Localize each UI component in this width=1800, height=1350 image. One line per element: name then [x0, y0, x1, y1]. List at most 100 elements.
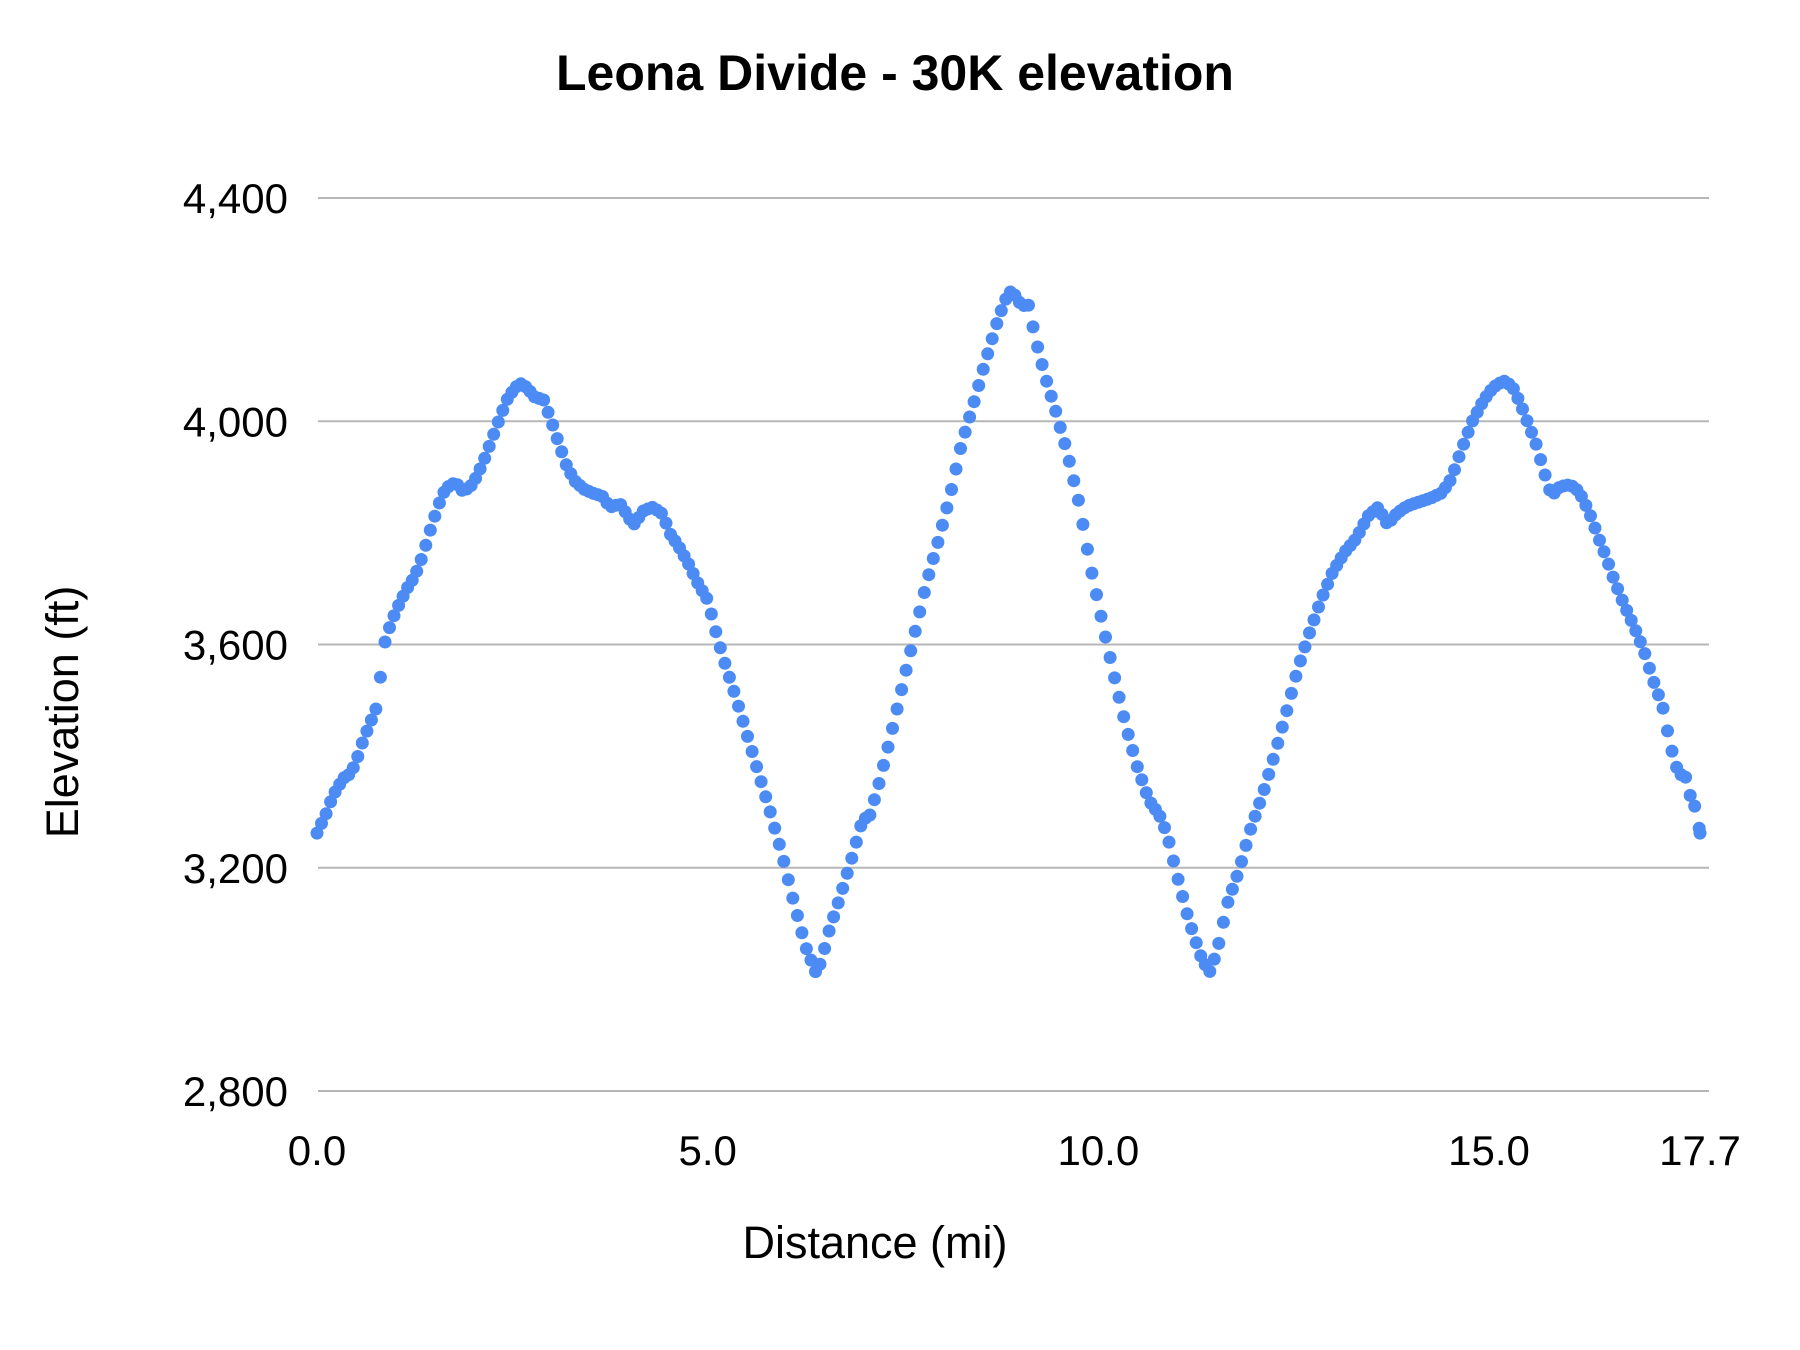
data-point[interactable] — [818, 942, 832, 955]
data-point[interactable] — [904, 644, 918, 658]
data-point[interactable] — [1651, 688, 1665, 702]
data-point[interactable] — [863, 808, 877, 822]
data-point[interactable] — [781, 873, 795, 887]
data-point[interactable] — [1588, 521, 1602, 535]
data-point[interactable] — [541, 405, 555, 419]
data-point[interactable] — [1203, 964, 1217, 978]
data-point[interactable] — [840, 866, 854, 880]
data-point[interactable] — [940, 501, 954, 515]
data-point[interactable] — [1293, 654, 1307, 668]
data-point[interactable] — [1026, 320, 1040, 334]
data-point[interactable] — [963, 410, 977, 424]
data-point[interactable] — [1506, 382, 1520, 396]
data-point[interactable] — [1230, 869, 1244, 883]
data-point[interactable] — [1511, 391, 1525, 405]
data-point[interactable] — [1248, 809, 1262, 823]
data-point[interactable] — [709, 625, 723, 639]
data-point[interactable] — [546, 418, 560, 432]
data-point[interactable] — [713, 641, 727, 655]
data-point[interactable] — [1244, 822, 1258, 836]
data-point[interactable] — [772, 837, 786, 851]
data-point[interactable] — [537, 393, 551, 407]
data-point[interactable] — [1058, 437, 1072, 451]
data-point[interactable] — [718, 656, 732, 670]
data-point[interactable] — [1022, 298, 1035, 312]
data-point[interactable] — [1108, 671, 1122, 685]
data-point[interactable] — [1035, 358, 1049, 371]
data-point[interactable] — [795, 926, 809, 940]
data-point[interactable] — [1090, 588, 1103, 602]
data-point[interactable] — [1602, 557, 1616, 571]
data-point[interactable] — [351, 750, 365, 763]
data-point[interactable] — [750, 760, 764, 774]
data-point[interactable] — [763, 805, 777, 819]
data-point[interactable] — [428, 509, 442, 523]
data-point[interactable] — [872, 777, 886, 790]
data-point[interactable] — [1693, 826, 1707, 840]
data-point[interactable] — [1053, 420, 1067, 434]
data-point[interactable] — [741, 729, 754, 743]
data-point[interactable] — [1298, 640, 1312, 654]
data-point[interactable] — [1624, 613, 1638, 627]
data-point[interactable] — [1071, 493, 1085, 507]
data-point[interactable] — [1661, 724, 1674, 738]
data-point[interactable] — [355, 736, 369, 750]
data-point[interactable] — [732, 699, 745, 713]
data-point[interactable] — [908, 624, 922, 638]
data-point[interactable] — [849, 835, 863, 849]
data-point[interactable] — [704, 607, 718, 621]
data-point[interactable] — [1665, 744, 1679, 758]
data-point[interactable] — [310, 826, 324, 840]
data-point[interactable] — [1647, 675, 1661, 689]
data-point[interactable] — [1679, 770, 1693, 784]
data-point[interactable] — [1099, 630, 1112, 644]
data-point[interactable] — [550, 432, 564, 446]
data-point[interactable] — [700, 591, 714, 605]
data-point[interactable] — [1031, 340, 1045, 354]
data-point[interactable] — [1461, 425, 1475, 439]
data-point[interactable] — [1452, 450, 1466, 464]
data-point[interactable] — [967, 395, 981, 409]
data-point[interactable] — [759, 790, 773, 804]
data-point[interactable] — [346, 761, 360, 775]
data-point[interactable] — [1185, 922, 1199, 936]
data-point[interactable] — [1189, 936, 1203, 950]
data-point[interactable] — [369, 702, 383, 716]
data-point[interactable] — [1067, 474, 1081, 488]
data-point[interactable] — [1280, 704, 1294, 718]
data-point[interactable] — [1443, 474, 1457, 488]
data-point[interactable] — [473, 462, 487, 476]
data-point[interactable] — [1642, 661, 1656, 675]
data-point[interactable] — [364, 713, 378, 727]
data-point[interactable] — [1085, 566, 1099, 580]
data-point[interactable] — [1284, 686, 1298, 700]
data-point[interactable] — [383, 621, 396, 635]
data-point[interactable] — [831, 896, 845, 910]
data-point[interactable] — [1130, 760, 1144, 774]
data-point[interactable] — [1620, 603, 1634, 617]
data-point[interactable] — [555, 445, 569, 459]
data-point[interactable] — [1538, 468, 1552, 482]
data-point[interactable] — [945, 483, 958, 496]
data-point[interactable] — [1303, 626, 1316, 640]
data-point[interactable] — [1135, 773, 1149, 787]
data-point[interactable] — [378, 635, 392, 649]
data-point[interactable] — [1516, 402, 1529, 416]
data-point[interactable] — [1221, 895, 1235, 909]
data-point[interactable] — [1683, 788, 1697, 802]
data-point[interactable] — [922, 568, 936, 582]
data-point[interactable] — [1271, 736, 1285, 750]
data-point[interactable] — [990, 317, 1004, 331]
data-point[interactable] — [1049, 404, 1063, 418]
data-point[interactable] — [1167, 854, 1180, 868]
data-point[interactable] — [777, 854, 791, 868]
data-point[interactable] — [886, 721, 899, 735]
data-point[interactable] — [1457, 437, 1471, 451]
data-point[interactable] — [1593, 533, 1606, 547]
data-point[interactable] — [1611, 582, 1625, 596]
data-point[interactable] — [1239, 838, 1253, 852]
data-point[interactable] — [958, 425, 972, 439]
data-point[interactable] — [1606, 570, 1620, 584]
data-point[interactable] — [727, 684, 741, 698]
